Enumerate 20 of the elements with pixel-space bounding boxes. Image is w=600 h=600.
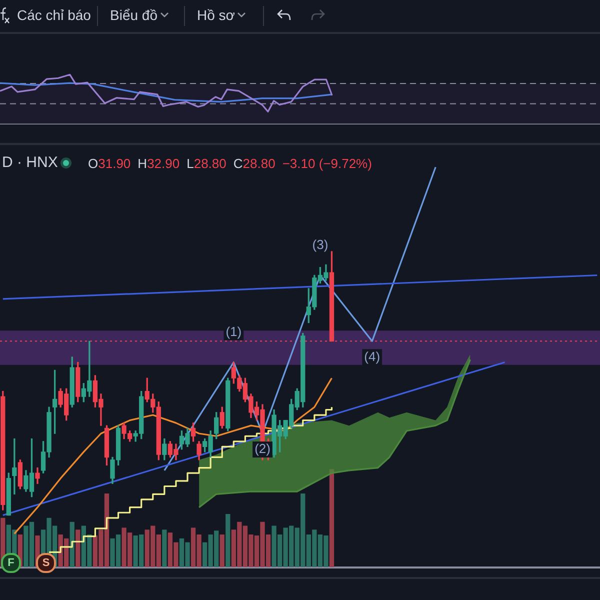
text: −3.10 (−9.72%) [282, 156, 372, 171]
annotation: (3) [312, 236, 328, 252]
annotation: F [1, 553, 21, 573]
annotation: (1) [226, 324, 242, 339]
text: Các chỉ báo [17, 7, 91, 23]
bar [220, 534, 224, 567]
annotation: (2) [254, 441, 270, 456]
text: C28.80 [233, 156, 276, 171]
text: L28.80 [186, 156, 226, 171]
bar [162, 530, 167, 567]
text: H32.90 [138, 156, 180, 171]
bar [76, 530, 80, 567]
annotation: S [36, 553, 56, 573]
bar [226, 514, 230, 567]
text: D · HNX [2, 154, 58, 171]
text: Hồ sơ [197, 7, 235, 23]
annotation: (4) [364, 348, 380, 364]
text: Biểu đồ [110, 7, 158, 23]
candlestick [12, 438, 17, 494]
text: O31.90 [88, 156, 131, 171]
